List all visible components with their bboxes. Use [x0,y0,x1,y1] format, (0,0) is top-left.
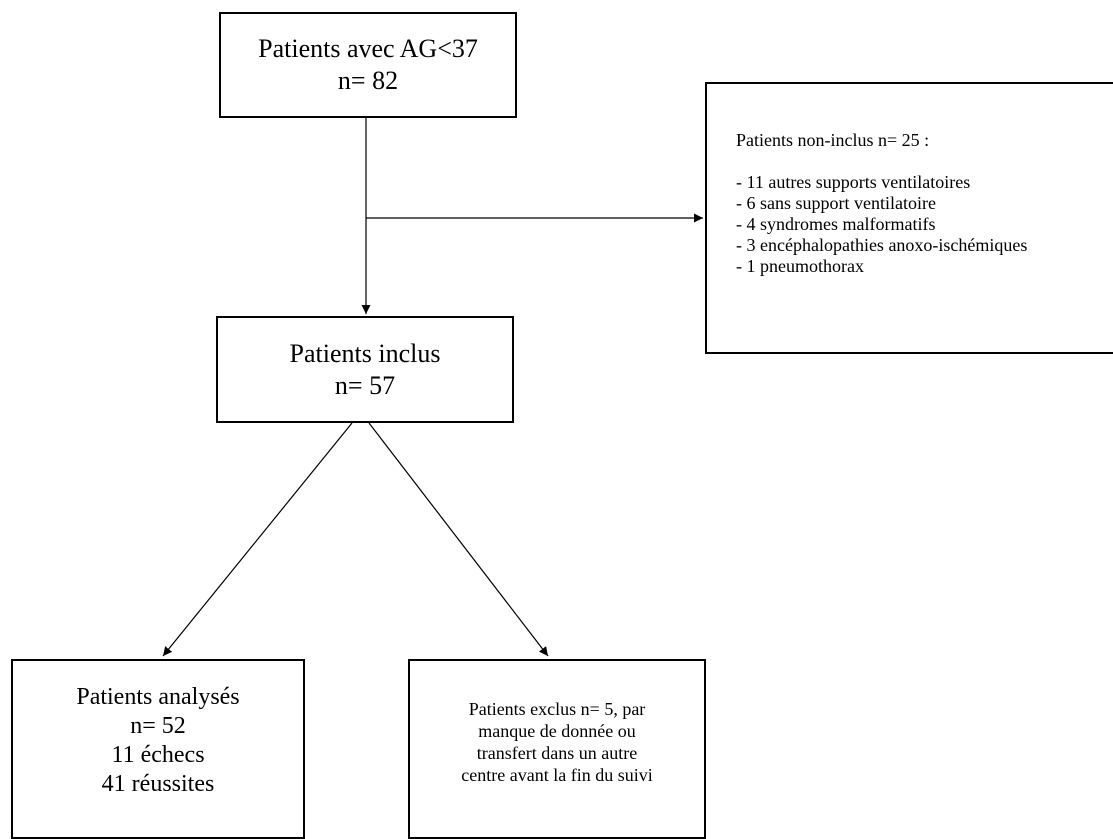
arrow-included-to-excluded [368,422,549,657]
box-analysed-patients: Patients analysés n= 52 11 échecs 41 réu… [11,659,305,839]
non-included-reasons-list: - 11 autres supports ventilatoires - 6 s… [736,172,1113,277]
box-included-patients: Patients inclus n= 57 [216,316,514,423]
eligible-patients-count: n= 82 [337,66,399,95]
analysed-successes: 41 réussites [101,771,215,797]
analysed-patients-count: n= 52 [130,713,186,739]
eligible-patients-label: Patients avec AG<37 [258,34,478,63]
excluded-text-line: transfert dans un autre [476,743,638,763]
excluded-text-line: centre avant la fin du suivi [461,765,653,785]
non-included-reason: - 6 sans support ventilatoire [736,193,936,213]
non-included-title: Patients non-inclus n= 25 : [736,130,930,150]
non-included-reason: - 1 pneumothorax [736,256,864,276]
non-included-reason: - 4 syndromes malformatifs [736,214,936,234]
analysed-patients-label: Patients analysés [76,684,240,710]
non-included-reason: - 3 encéphalopathies anoxo-ischémiques [736,235,1028,255]
arrow-included-to-analysed [162,422,353,657]
included-patients-label: Patients inclus [289,338,441,368]
box-eligible-patients: Patients avec AG<37 n= 82 [219,12,517,118]
analysed-failures: 11 échecs [111,742,205,768]
non-included-reason: - 11 autres supports ventilatoires [736,172,971,192]
box-excluded-patients: Patients exclus n= 5, par manque de donn… [408,659,706,839]
box-non-included-patients: Patients non-inclus n= 25 : - 11 autres … [705,82,1113,354]
excluded-text-line: manque de donnée ou [478,721,636,741]
included-patients-count: n= 57 [334,370,396,400]
excluded-text-line: Patients exclus n= 5, par [468,699,646,719]
